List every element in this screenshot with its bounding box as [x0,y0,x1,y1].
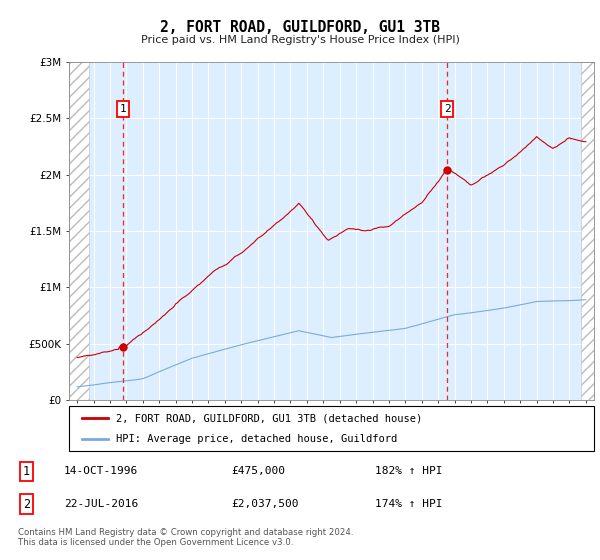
Text: 22-JUL-2016: 22-JUL-2016 [64,499,138,509]
Text: Price paid vs. HM Land Registry's House Price Index (HPI): Price paid vs. HM Land Registry's House … [140,35,460,45]
Text: £2,037,500: £2,037,500 [231,499,298,509]
Text: 174% ↑ HPI: 174% ↑ HPI [375,499,442,509]
Bar [581,62,594,400]
Text: Contains HM Land Registry data © Crown copyright and database right 2024.
This d: Contains HM Land Registry data © Crown c… [18,528,353,547]
Bar [69,62,89,400]
Text: 2: 2 [444,104,451,114]
Text: £475,000: £475,000 [231,466,285,477]
Text: HPI: Average price, detached house, Guildford: HPI: Average price, detached house, Guil… [116,433,398,444]
Text: 1: 1 [119,104,127,114]
Text: 1: 1 [23,465,30,478]
Text: 2, FORT ROAD, GUILDFORD, GU1 3TB (detached house): 2, FORT ROAD, GUILDFORD, GU1 3TB (detach… [116,413,422,423]
Text: 2: 2 [23,498,30,511]
Text: 14-OCT-1996: 14-OCT-1996 [64,466,138,477]
Text: 2, FORT ROAD, GUILDFORD, GU1 3TB: 2, FORT ROAD, GUILDFORD, GU1 3TB [160,20,440,35]
Text: 182% ↑ HPI: 182% ↑ HPI [375,466,442,477]
FancyBboxPatch shape [69,406,594,451]
